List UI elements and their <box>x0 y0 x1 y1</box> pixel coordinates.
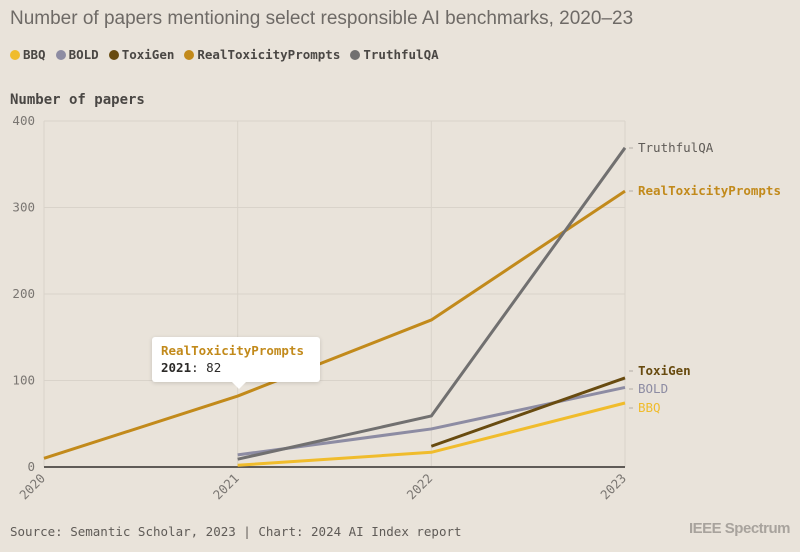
legend-dot <box>10 49 20 60</box>
legend-dot <box>350 49 361 60</box>
chart-title: Number of papers mentioning select respo… <box>10 8 634 29</box>
y-tick-label: 200 <box>12 286 35 301</box>
x-tick-label: 2021 <box>210 471 242 503</box>
legend-item-toxigen[interactable]: ToxiGen <box>108 47 175 62</box>
end-label-bbq: BBQ <box>638 400 661 415</box>
legend-item-bold[interactable]: BOLD <box>55 47 99 62</box>
series-line-realtoxicityprompts <box>43 189 626 460</box>
series-line-toxigen <box>430 376 626 448</box>
tooltip-value-line: 2021: 82 <box>161 360 222 375</box>
legend-dot <box>108 49 119 60</box>
y-tick-label: 100 <box>12 373 35 388</box>
series-line-bbq <box>237 401 626 467</box>
y-tick-label: 400 <box>12 113 35 128</box>
legend-item-truthfulqa[interactable]: TruthfulQA <box>350 47 439 62</box>
y-axis-label: Number of papers <box>10 92 145 108</box>
brand-logo: IEEE Spectrum <box>688 520 791 537</box>
legend-label: BBQ <box>23 47 46 62</box>
legend-label: TruthfulQA <box>363 47 439 62</box>
source-note: Source: Semantic Scholar, 2023 | Chart: … <box>10 524 462 539</box>
legend-label: ToxiGen <box>121 47 175 62</box>
tooltip-value: 82 <box>206 360 222 375</box>
x-tick-label: 2022 <box>404 471 436 503</box>
x-tick-label: 2020 <box>16 471 48 503</box>
y-tick-label: 0 <box>27 459 35 474</box>
legend-dot <box>184 49 195 60</box>
x-tick-label: 2023 <box>597 471 629 503</box>
series-line-truthfulqa <box>237 146 627 461</box>
legend-label: RealToxicityPrompts <box>197 47 341 62</box>
legend-item-bbq[interactable]: BBQ <box>10 47 46 62</box>
y-tick-label: 300 <box>12 200 35 215</box>
legend: BBQ BOLD ToxiGen RealToxicityPrompts Tru… <box>10 47 439 62</box>
end-label-realtoxicityprompts: RealToxicityPrompts <box>638 183 781 198</box>
end-label-bold: BOLD <box>638 381 668 396</box>
end-label-truthfulqa: TruthfulQA <box>638 140 714 155</box>
tooltip-x: 2021 <box>161 360 192 375</box>
legend-item-realtoxicityprompts[interactable]: RealToxicityPrompts <box>184 47 340 62</box>
tooltip: RealToxicityPrompts 2021: 82 <box>152 337 320 389</box>
tooltip-series: RealToxicityPrompts <box>161 343 304 358</box>
legend-dot <box>55 49 66 60</box>
legend-label: BOLD <box>68 47 99 62</box>
end-label-toxigen: ToxiGen <box>638 363 691 378</box>
